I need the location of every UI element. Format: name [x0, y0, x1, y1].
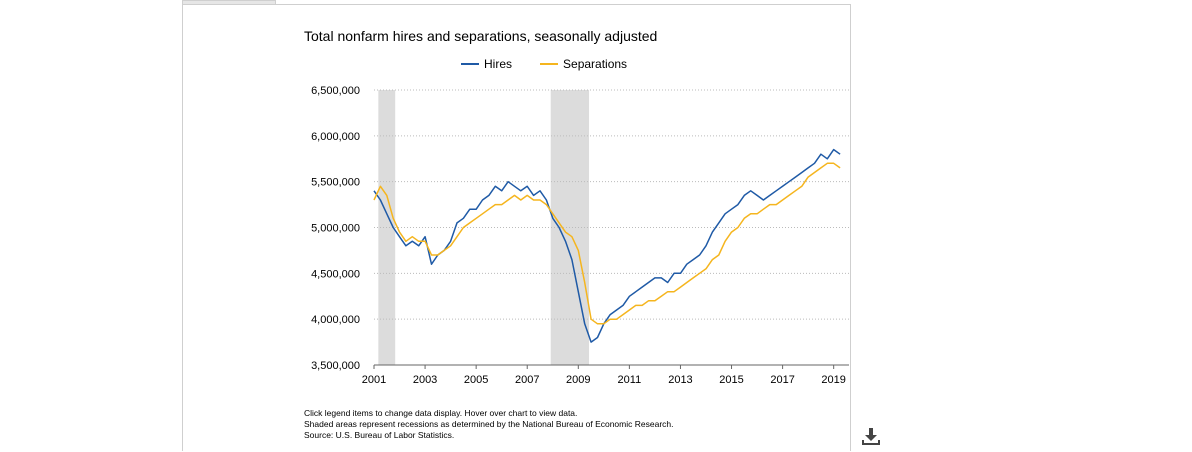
y-tick-label-5: 4,000,000 — [311, 314, 360, 326]
x-tick-label-3: 2007 — [515, 374, 539, 386]
y-tick-label-2: 5,500,000 — [311, 177, 360, 189]
x-tick-label-5: 2011 — [618, 374, 642, 386]
chart-notes: Click legend items to change data displa… — [304, 408, 673, 441]
x-tick-label-4: 2009 — [566, 374, 590, 386]
chart-tab[interactable] — [182, 0, 276, 5]
legend-swatch-hires — [461, 63, 479, 65]
y-tick-label-6: 3,500,000 — [311, 360, 360, 372]
x-tick-label-2: 2005 — [464, 374, 488, 386]
download-icon — [862, 428, 880, 445]
y-tick-label-4: 4,500,000 — [311, 268, 360, 280]
series-line-hires — [373, 148, 841, 343]
download-button[interactable] — [860, 425, 882, 447]
chart-legend: Hires Separations — [461, 57, 627, 71]
legend-label-separations: Separations — [563, 57, 628, 71]
line-chart[interactable]: 6,500,000 6,000,000 5,500,000 5,000,000 4,50… — [290, 80, 850, 390]
x-tick-label-9: 2019 — [821, 374, 845, 386]
y-tick-label-1: 6,000,000 — [311, 131, 360, 143]
x-tick-label-6: 2013 — [668, 374, 692, 386]
chart-panel — [182, 4, 851, 451]
note-recessions: Shaded areas represent recessions as det… — [304, 419, 674, 429]
legend-item-separations[interactable]: Separations — [540, 57, 627, 71]
x-tick-label-8: 2017 — [770, 374, 794, 386]
y-tick-label-3: 5,000,000 — [311, 223, 360, 235]
chart-title: Total nonfarm hires and separations, sea… — [304, 28, 658, 44]
legend-label-hires: Hires — [484, 57, 513, 71]
x-tick-label-7: 2015 — [719, 374, 743, 386]
legend-swatch-separations — [540, 63, 559, 65]
legend-item-hires[interactable]: Hires — [461, 57, 512, 71]
x-tick-label-0: 2001 — [362, 374, 386, 386]
note-source: Source: U.S. Bureau of Labor Statistics. — [304, 430, 455, 440]
series-line-separations — [373, 162, 841, 325]
note-interaction: Click legend items to change data displa… — [304, 408, 578, 418]
y-tick-label-0: 6,500,000 — [311, 85, 360, 97]
x-tick-label-1: 2003 — [413, 374, 437, 386]
